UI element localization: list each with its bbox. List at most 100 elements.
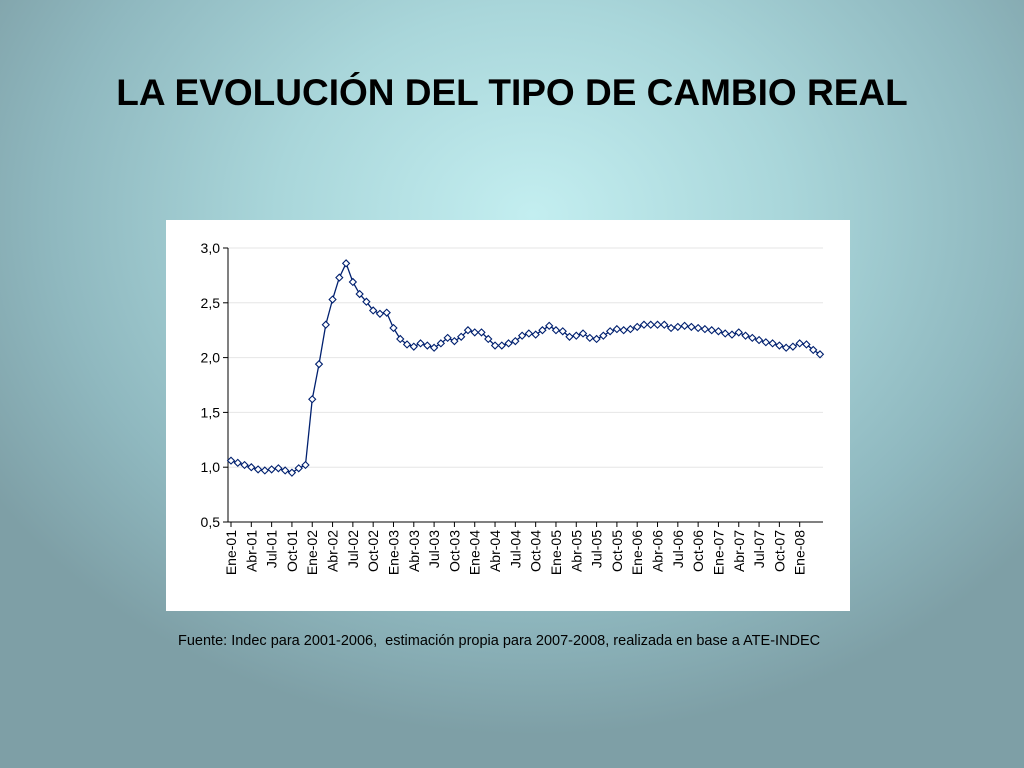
data-point	[240, 460, 249, 470]
data-point	[754, 335, 764, 345]
x-tick-label: Ene-02	[304, 530, 320, 575]
data-point	[524, 329, 534, 338]
data-point	[741, 331, 750, 340]
y-tick-label: 1,0	[201, 459, 221, 475]
data-point	[565, 332, 574, 341]
data-point	[633, 322, 642, 332]
data-point	[531, 330, 540, 339]
data-point	[287, 468, 297, 477]
x-tick-label: Ene-05	[548, 530, 564, 575]
y-tick-label: 3,0	[201, 240, 221, 256]
series-line	[230, 261, 821, 474]
data-point	[477, 328, 486, 337]
data-point	[680, 321, 689, 330]
data-point	[700, 324, 710, 334]
x-tick-label: Jul-01	[264, 530, 280, 568]
data-point	[693, 323, 703, 333]
data-point	[517, 331, 527, 340]
data-point	[423, 341, 432, 350]
x-tick-label: Oct-06	[690, 530, 706, 572]
data-point	[734, 328, 743, 337]
data-point	[761, 338, 771, 347]
data-point	[402, 340, 412, 349]
x-tick-label: Jul-07	[751, 530, 767, 568]
data-point	[267, 465, 276, 474]
data-point	[572, 331, 581, 340]
data-point	[646, 320, 655, 329]
data-point	[382, 308, 391, 317]
x-tick-label: Abr-07	[731, 530, 747, 572]
data-point	[781, 343, 791, 352]
x-tick-label: Ene-01	[223, 530, 239, 575]
x-tick-label: Abr-04	[487, 530, 503, 572]
x-tick-label: Ene-08	[792, 530, 808, 575]
slide-title: LA EVOLUCIÓN DEL TIPO DE CAMBIO REAL	[116, 72, 908, 113]
data-point	[497, 341, 506, 350]
data-point	[687, 322, 696, 332]
data-point	[504, 339, 513, 348]
data-point	[775, 341, 784, 350]
data-point	[389, 323, 398, 333]
data-point	[538, 326, 547, 335]
data-point	[470, 328, 479, 337]
y-tick-labels: 3,0 2,5 2,0 1,5 1,0 0,5	[201, 240, 221, 530]
data-point	[436, 339, 446, 348]
x-tick-label: Jul-04	[507, 530, 523, 568]
data-point	[409, 342, 418, 351]
data-point	[707, 326, 716, 335]
y-tick-label: 0,5	[201, 514, 221, 530]
data-point	[443, 333, 452, 343]
x-tick-labels: Ene-01 Abr-01 Jul-01 Oct-01 Ene-02 Abr-02 Jul-…	[223, 530, 808, 575]
data-point	[592, 334, 601, 344]
data-point	[714, 327, 723, 336]
data-point	[626, 324, 635, 334]
data-point	[463, 326, 473, 335]
data-point	[314, 359, 324, 369]
data-point	[809, 345, 818, 355]
data-point	[490, 341, 500, 350]
x-tick-label: Abr-02	[325, 530, 341, 572]
data-point	[721, 329, 730, 338]
data-point	[484, 334, 493, 344]
data-point	[578, 329, 588, 338]
data-point	[551, 326, 561, 335]
data-point	[748, 333, 757, 343]
source-note: Fuente: Indec para 2001-2006, estimación…	[178, 633, 821, 649]
data-point	[328, 295, 337, 304]
data-series	[226, 259, 825, 477]
data-point	[348, 277, 358, 287]
data-point	[605, 327, 615, 336]
x-tick-label: Oct-02	[365, 530, 381, 572]
data-point	[253, 465, 263, 474]
x-tick-label: Oct-03	[446, 530, 462, 572]
data-point	[429, 343, 439, 352]
data-point	[416, 339, 425, 348]
data-point	[226, 456, 236, 465]
x-tick-label: Jul-06	[670, 530, 686, 568]
data-point	[450, 336, 459, 346]
x-tick-label: Jul-02	[345, 530, 361, 568]
data-point	[362, 297, 371, 306]
data-point	[355, 289, 364, 299]
data-point	[260, 466, 270, 475]
data-point	[280, 466, 290, 475]
data-point	[768, 339, 777, 348]
data-point	[585, 333, 594, 343]
chart-container: 3,0 2,5 2,0 1,5 1,0 0,5 Ene-01 Abr-01 Jul-01 Oct…	[166, 220, 850, 611]
data-point	[815, 350, 825, 359]
data-point	[639, 320, 649, 329]
data-point	[666, 323, 676, 333]
x-tick-label: Ene-07	[710, 530, 726, 575]
data-point	[274, 464, 283, 473]
x-tick-label: Jul-03	[426, 530, 442, 568]
x-tick-label: Jul-05	[589, 530, 605, 568]
y-tick-label: 2,0	[201, 350, 221, 366]
y-tick-label: 1,5	[201, 404, 221, 420]
data-point	[619, 326, 628, 335]
data-point	[653, 320, 662, 329]
data-point	[308, 395, 317, 404]
x-tick-label: Abr-01	[243, 530, 259, 572]
data-point	[341, 259, 351, 268]
data-point	[375, 309, 385, 318]
data-point	[396, 334, 405, 344]
